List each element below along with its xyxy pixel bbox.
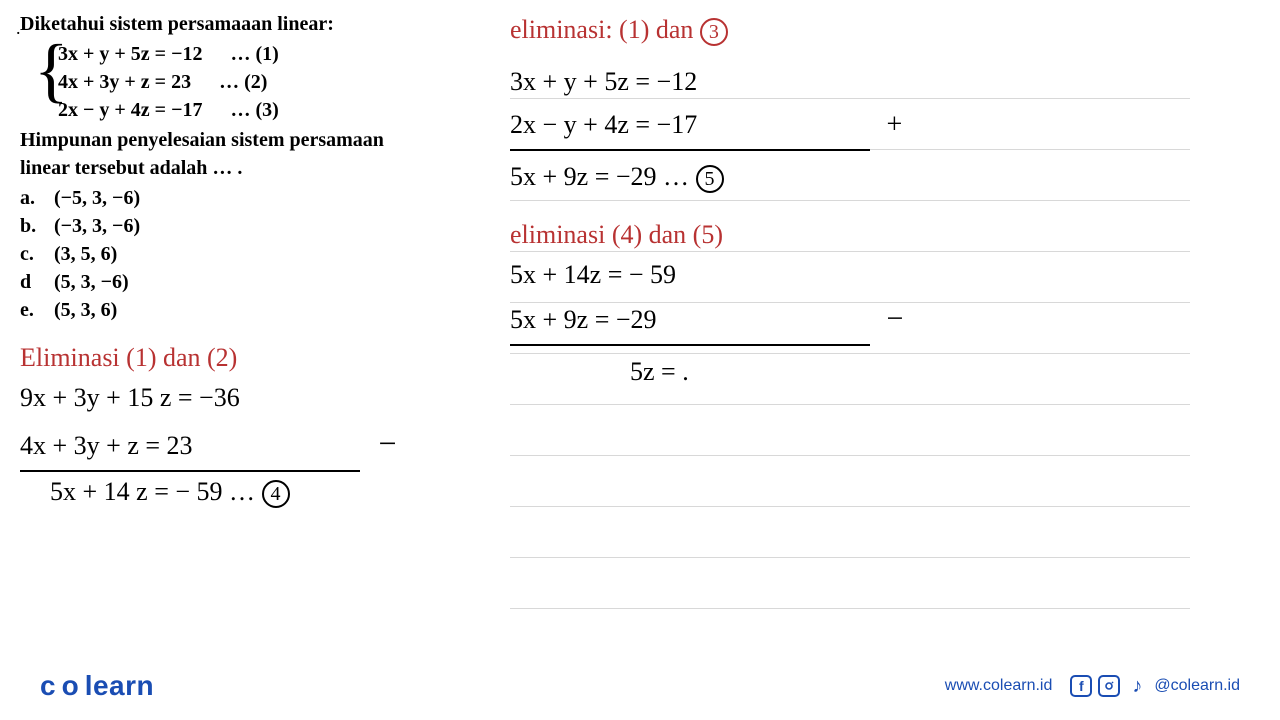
opt-c-letter: c. [20, 240, 40, 268]
left-handwriting: Eliminasi (1) dan (2) 9x + 3y + 15 z = −… [20, 338, 490, 512]
opt-d: (5, 3, −6) [54, 268, 129, 296]
facebook-icon[interactable]: f [1070, 675, 1092, 697]
social-icons: f ♪ @colearn.id [1070, 675, 1240, 697]
instagram-icon[interactable] [1098, 675, 1120, 697]
opt-e-letter: e. [20, 296, 40, 324]
right-h1-text: eliminasi: (1) dan [510, 15, 693, 44]
eq3-tag: … (3) [230, 96, 278, 124]
opt-c: (3, 5, 6) [54, 240, 117, 268]
logo-text: learn [85, 670, 154, 701]
left-result: 5x + 14 z = − 59 … [50, 477, 255, 506]
opt-e: (5, 3, 6) [54, 296, 117, 324]
eq1-tag: … (1) [230, 40, 278, 68]
tiktok-icon[interactable]: ♪ [1126, 675, 1148, 697]
left-minus-sign: − [379, 425, 397, 461]
question-line1: Himpunan penyelesaian sistem persamaan [20, 126, 490, 154]
eq2-tag: … (2) [219, 68, 267, 96]
question-title: Diketahui sistem persamaaan linear: [20, 10, 490, 38]
footer-url[interactable]: www.colearn.id [945, 677, 1053, 695]
circled-3: 3 [700, 18, 728, 46]
question-printed: . Diketahui sistem persamaaan linear: { … [20, 10, 490, 324]
plus-sign: + [887, 109, 903, 140]
r2: 2x − y + 4z = −17 [510, 105, 870, 151]
circled-4: 4 [262, 480, 290, 508]
footer: colearn www.colearn.id f ♪ @colearn.id [0, 670, 1280, 702]
r6: 5z = . [510, 346, 1210, 392]
opt-a: (−5, 3, −6) [54, 184, 140, 212]
left-heading: Eliminasi (1) dan (2) [20, 338, 490, 378]
left-column: . Diketahui sistem persamaaan linear: { … [20, 10, 490, 512]
circled-5: 5 [696, 165, 724, 193]
footer-handle[interactable]: @colearn.id [1154, 677, 1240, 695]
brand-logo: colearn [40, 670, 154, 702]
right-heading2: eliminasi (4) dan (5) [510, 215, 1210, 255]
eq2: 4x + 3y + z = 23 [58, 68, 191, 96]
brace-left: { [34, 34, 69, 106]
right-column: eliminasi: (1) dan 3 3x + y + 5z = −12 2… [510, 10, 1210, 392]
question-line2: linear tersebut adalah … . [20, 154, 490, 182]
eq1: 3x + y + 5z = −12 [58, 40, 202, 68]
eq3: 2x − y + 4z = −17 [58, 96, 202, 124]
bullet: . [16, 16, 21, 41]
r3: 5x + 9z = −29 … [510, 162, 689, 191]
r4: 5x + 14z = − 59 [510, 255, 1210, 295]
minus-sign-2: − [887, 302, 904, 335]
left-line2: 4x + 3y + z = 23 [20, 426, 360, 472]
r1: 3x + y + 5z = −12 [510, 62, 1210, 102]
opt-a-letter: a. [20, 184, 40, 212]
opt-d-letter: d [20, 268, 40, 296]
r5: 5x + 9z = −29 [510, 300, 870, 346]
right-heading1: eliminasi: (1) dan 3 [510, 10, 1210, 50]
opt-b: (−3, 3, −6) [54, 212, 140, 240]
left-line1: 9x + 3y + 15 z = −36 [20, 378, 490, 418]
opt-b-letter: b. [20, 212, 40, 240]
